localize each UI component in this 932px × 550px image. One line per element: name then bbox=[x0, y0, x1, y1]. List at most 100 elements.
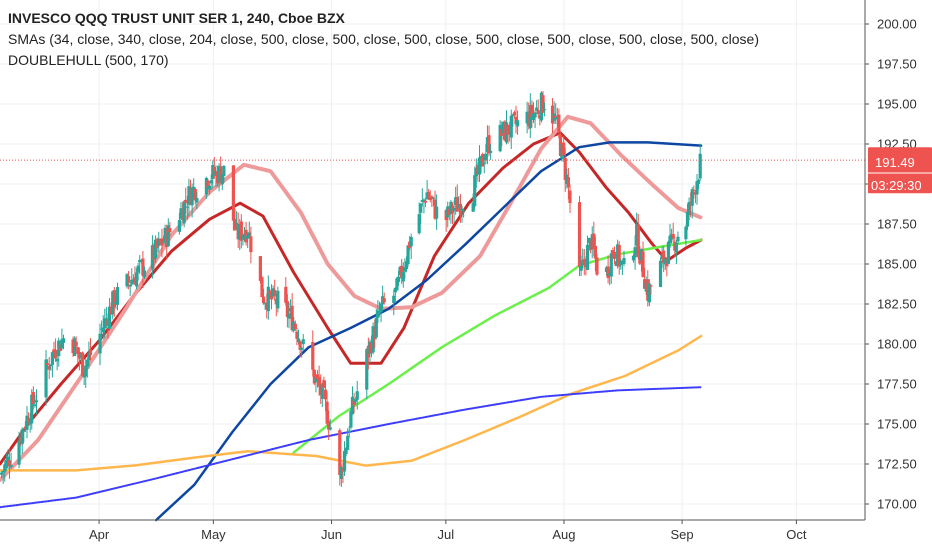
candle-body bbox=[1, 470, 5, 473]
candle-body bbox=[3, 464, 7, 472]
candle-body bbox=[31, 392, 35, 404]
candle-body bbox=[530, 104, 534, 118]
candle-body bbox=[671, 234, 675, 239]
candle-body bbox=[7, 460, 12, 467]
candle-body bbox=[87, 353, 91, 360]
candle-body bbox=[477, 157, 482, 175]
candle-body bbox=[49, 364, 53, 367]
candle-body bbox=[455, 197, 459, 212]
candle-body bbox=[239, 221, 243, 241]
candle-body bbox=[350, 396, 355, 415]
price-tick-label: 175.00 bbox=[877, 417, 917, 432]
candle-body bbox=[403, 267, 407, 272]
candle-body bbox=[103, 318, 107, 329]
candle-body bbox=[374, 317, 378, 338]
candle-body bbox=[312, 369, 316, 384]
series-line bbox=[154, 141, 703, 522]
candle-body bbox=[311, 342, 315, 370]
candle-body bbox=[219, 166, 223, 183]
time-tick-label: Sep bbox=[671, 527, 694, 542]
time-tick-label: Oct bbox=[786, 527, 807, 542]
candle-body bbox=[88, 349, 93, 356]
candle-body bbox=[409, 237, 413, 247]
candle-body bbox=[536, 110, 540, 115]
candle-body bbox=[9, 465, 13, 467]
candle-body bbox=[512, 112, 517, 116]
time-tick-label: Jun bbox=[321, 527, 342, 542]
candle-body bbox=[298, 341, 302, 350]
candle-body bbox=[484, 153, 488, 161]
series-line bbox=[292, 238, 703, 455]
candle-body bbox=[315, 374, 320, 380]
candle-body bbox=[192, 186, 196, 191]
candle-body bbox=[141, 258, 145, 276]
candle-body bbox=[692, 190, 696, 192]
candle-body bbox=[104, 318, 108, 320]
candle-body bbox=[101, 327, 105, 333]
time-axis-ticks[interactable]: Apr May Jun Jul Aug Sep Oct bbox=[89, 520, 807, 542]
candle-body bbox=[684, 226, 688, 240]
price-tick-label: 180.00 bbox=[877, 337, 917, 352]
candle-body bbox=[665, 262, 669, 267]
candle-body bbox=[609, 253, 613, 277]
candle-body bbox=[33, 404, 37, 407]
candle-body bbox=[76, 347, 80, 354]
candle-body bbox=[258, 256, 262, 281]
candle-body bbox=[579, 265, 583, 271]
candle-body bbox=[115, 287, 120, 305]
candle-body bbox=[685, 211, 690, 227]
candle-body bbox=[177, 220, 182, 232]
candle-body bbox=[261, 296, 266, 304]
candle-body bbox=[663, 258, 667, 265]
candle-body bbox=[247, 232, 251, 237]
candle-body bbox=[489, 150, 493, 153]
candle-body bbox=[633, 247, 637, 258]
candle-body bbox=[293, 323, 297, 329]
candle-body bbox=[622, 258, 626, 264]
candle-body bbox=[592, 233, 596, 250]
candle-body bbox=[695, 181, 699, 195]
price-axis-background[interactable] bbox=[865, 0, 932, 520]
candle-body bbox=[400, 265, 404, 278]
candle-body bbox=[287, 313, 291, 319]
candle-body bbox=[153, 239, 158, 259]
candle-body bbox=[533, 112, 537, 118]
smas-indicator-label[interactable]: SMAs (34, close, 340, close, 204, close,… bbox=[8, 31, 759, 47]
candle-body bbox=[354, 399, 358, 402]
candle-body bbox=[344, 448, 348, 454]
time-tick-label: Jul bbox=[438, 527, 455, 542]
candle-body bbox=[130, 279, 134, 285]
candle-body bbox=[568, 190, 572, 204]
candle-body bbox=[365, 349, 369, 390]
candle-body bbox=[295, 331, 299, 339]
candle-body bbox=[47, 365, 51, 370]
candle-body bbox=[323, 389, 328, 400]
candle-body bbox=[617, 245, 621, 267]
candle-body bbox=[338, 430, 342, 476]
candle-body bbox=[80, 352, 85, 376]
candle-body bbox=[273, 289, 277, 297]
candle-body bbox=[431, 197, 436, 199]
candle-body bbox=[636, 224, 640, 257]
candle-body bbox=[487, 135, 491, 154]
candle-body bbox=[612, 251, 617, 259]
candle-body bbox=[50, 352, 54, 365]
candle-body bbox=[61, 338, 66, 343]
candle-body bbox=[276, 290, 280, 309]
candle-body bbox=[395, 278, 399, 291]
candle-body bbox=[482, 163, 486, 165]
candle-body bbox=[606, 266, 610, 278]
last-price-badge-bg bbox=[868, 147, 932, 194]
candle-body bbox=[562, 142, 566, 156]
candle-body bbox=[20, 429, 24, 445]
candle-body bbox=[392, 295, 396, 304]
candle-body bbox=[134, 272, 139, 287]
candle-body bbox=[317, 377, 321, 387]
candle-body bbox=[300, 347, 304, 350]
doublehull-indicator-label[interactable]: DOUBLEHULL (500, 170) bbox=[8, 52, 169, 68]
symbol-title[interactable]: INVESCO QQQ TRUST UNIT SER 1, 240, Cboe … bbox=[8, 10, 345, 26]
candle-body bbox=[349, 410, 353, 428]
candle-body bbox=[249, 236, 253, 253]
candle-body bbox=[516, 120, 520, 127]
